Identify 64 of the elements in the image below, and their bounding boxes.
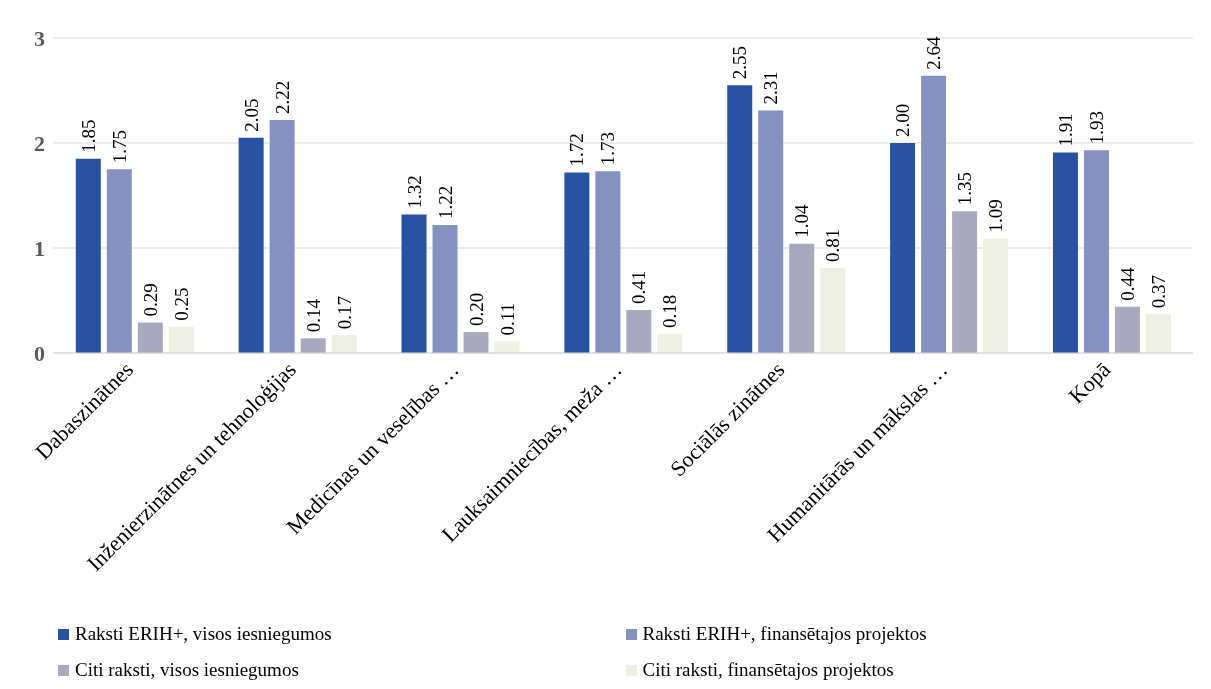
data-label: 0.14 bbox=[302, 298, 324, 333]
bar bbox=[75, 158, 101, 353]
bar bbox=[890, 143, 916, 353]
bar bbox=[758, 110, 784, 353]
bar bbox=[657, 334, 683, 353]
bar bbox=[168, 326, 194, 353]
bar bbox=[921, 75, 947, 353]
bar bbox=[432, 224, 458, 353]
bar bbox=[269, 119, 295, 353]
data-label: 0.29 bbox=[139, 283, 161, 317]
data-label: 0.41 bbox=[628, 270, 650, 304]
data-label: 2.05 bbox=[240, 98, 262, 132]
legend-label: Citi raksti, visos iesniegumos bbox=[75, 659, 299, 681]
data-label: 0.17 bbox=[333, 295, 355, 330]
bar bbox=[595, 171, 621, 353]
bar bbox=[820, 267, 846, 353]
bar bbox=[626, 309, 652, 353]
data-label: 0.81 bbox=[822, 228, 844, 262]
bar bbox=[1083, 150, 1109, 353]
legend-label: Raksti ERIH+, visos iesniegumos bbox=[75, 623, 332, 645]
y-tick-label: 0 bbox=[34, 340, 45, 366]
data-label: 0.25 bbox=[170, 287, 192, 321]
bar bbox=[1052, 152, 1078, 353]
legend-label: Citi raksti, finansētajos projektos bbox=[642, 659, 894, 681]
bar bbox=[401, 214, 427, 353]
bar bbox=[1145, 314, 1171, 353]
data-label: 1.75 bbox=[108, 130, 130, 164]
data-label: 1.91 bbox=[1054, 113, 1076, 147]
bar bbox=[106, 169, 132, 353]
legend-label: Raksti ERIH+, finansētajos projektos bbox=[642, 623, 927, 645]
data-label: 0.37 bbox=[1147, 274, 1169, 309]
data-label: 1.93 bbox=[1085, 111, 1107, 145]
y-tick-label: 3 bbox=[34, 25, 45, 51]
bar bbox=[300, 338, 326, 353]
y-tick-label: 2 bbox=[34, 130, 45, 156]
bar bbox=[983, 238, 1009, 353]
bar bbox=[952, 211, 978, 353]
data-label: 1.73 bbox=[597, 132, 619, 166]
y-tick-label: 1 bbox=[34, 235, 45, 261]
data-label: 0.11 bbox=[496, 302, 518, 336]
bar bbox=[789, 243, 815, 353]
data-label: 2.64 bbox=[923, 36, 945, 70]
data-label: 0.44 bbox=[1116, 267, 1138, 301]
data-label: 1.04 bbox=[791, 204, 813, 238]
data-label: 2.00 bbox=[892, 103, 914, 137]
bar bbox=[564, 172, 590, 353]
data-label: 1.35 bbox=[954, 172, 976, 206]
bar bbox=[1114, 306, 1140, 353]
data-label: 1.72 bbox=[566, 133, 588, 167]
bar bbox=[137, 322, 163, 353]
data-label: 0.18 bbox=[659, 294, 681, 329]
bar bbox=[238, 137, 264, 353]
bar bbox=[727, 85, 753, 353]
data-label: 1.22 bbox=[434, 185, 456, 219]
data-label: 0.20 bbox=[465, 292, 487, 326]
bar bbox=[331, 335, 357, 353]
data-label: 1.09 bbox=[985, 199, 1007, 233]
data-label: 2.31 bbox=[760, 71, 782, 105]
data-label: 1.32 bbox=[403, 175, 425, 209]
bar bbox=[463, 332, 489, 353]
data-label: 1.85 bbox=[77, 119, 99, 153]
bar bbox=[494, 341, 520, 353]
data-label: 2.22 bbox=[271, 80, 293, 114]
data-label: 2.55 bbox=[729, 46, 751, 80]
